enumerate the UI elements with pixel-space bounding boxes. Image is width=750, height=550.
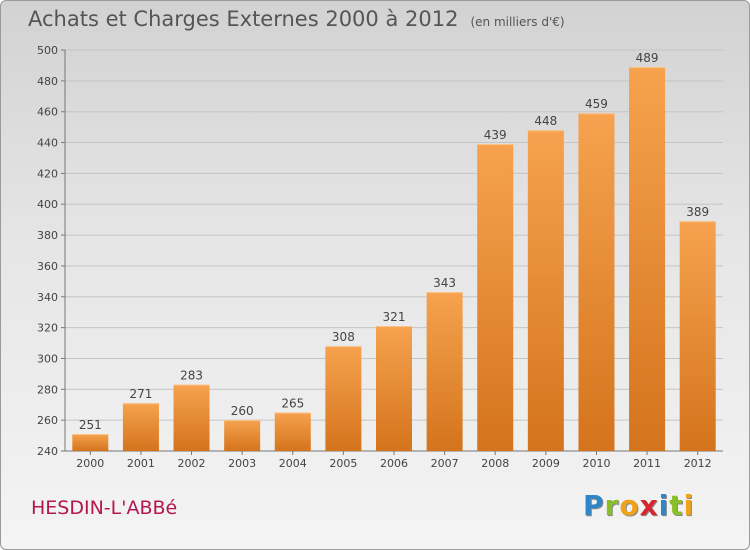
logo-letter: r xyxy=(604,489,620,522)
bar-2001 xyxy=(122,403,159,451)
value-label: 308 xyxy=(332,330,355,344)
y-tick-label: 360 xyxy=(37,260,58,273)
value-label: 321 xyxy=(383,310,406,324)
y-tick-label: 420 xyxy=(37,167,58,180)
x-tick-label: 2003 xyxy=(228,457,256,470)
value-label: 265 xyxy=(281,396,304,410)
y-tick-label: 400 xyxy=(37,198,58,211)
x-tick-label: 2010 xyxy=(582,457,610,470)
bar-2011 xyxy=(629,66,666,451)
y-tick-label: 300 xyxy=(37,352,58,365)
bars xyxy=(72,66,716,452)
data-labels: 251 271 283 260 265 308 321 343 439 448 459 489 389 xyxy=(79,51,709,432)
axes: 240 260 280 300 320 340 360 380 400 420 440 460 480 5… xyxy=(37,44,723,470)
y-tick-label: 340 xyxy=(37,291,58,304)
value-label: 448 xyxy=(534,114,557,128)
x-tick-label: 2002 xyxy=(178,457,206,470)
y-tick-label: 380 xyxy=(37,229,58,242)
bar-2009 xyxy=(527,130,564,451)
value-label: 439 xyxy=(484,128,507,142)
value-label: 343 xyxy=(433,276,456,290)
y-tick-label: 240 xyxy=(37,445,58,458)
logo-letter: i xyxy=(683,489,695,522)
y-tick-label: 480 xyxy=(37,75,58,88)
x-tick-label: 2008 xyxy=(481,457,509,470)
bar-2008 xyxy=(477,144,514,452)
logo-letter: o xyxy=(619,489,640,522)
bar-2006 xyxy=(376,326,412,451)
bar-2012 xyxy=(679,221,716,451)
x-tick-label: 2001 xyxy=(127,457,155,470)
bar-2010 xyxy=(578,113,615,451)
y-tick-label: 460 xyxy=(37,106,58,119)
x-tick-label: 2011 xyxy=(633,457,661,470)
x-tick-label: 2007 xyxy=(431,457,459,470)
value-label: 459 xyxy=(585,97,608,111)
value-label: 260 xyxy=(231,404,254,418)
bar-2007 xyxy=(426,292,463,451)
bar-2005 xyxy=(325,346,362,451)
value-label: 283 xyxy=(180,369,203,383)
y-tick-label: 440 xyxy=(37,137,58,150)
x-tick-label: 2006 xyxy=(380,457,408,470)
logo-letter: x xyxy=(639,489,659,522)
bar-2000 xyxy=(72,434,109,451)
bar-2004 xyxy=(274,412,311,451)
y-tick-label: 500 xyxy=(37,44,58,57)
y-tick-label: 260 xyxy=(37,414,58,427)
commune-name: HESDIN-L'ABBé xyxy=(31,497,178,519)
bar-2002 xyxy=(173,384,210,451)
title-unit: (en milliers d'€) xyxy=(470,15,565,29)
value-label: 251 xyxy=(79,418,102,432)
value-label: 271 xyxy=(129,387,152,401)
x-tick-label: 2012 xyxy=(684,457,712,470)
bar-2003 xyxy=(224,420,261,451)
value-label: 389 xyxy=(686,205,709,219)
value-label: 489 xyxy=(636,51,659,65)
x-tick-label: 2009 xyxy=(532,457,560,470)
logo-letter: P xyxy=(583,489,605,522)
proxiti-logo: Proxiti xyxy=(583,489,694,522)
chart-title: Achats et Charges Externes 2000 à 2012 (e… xyxy=(28,7,565,31)
logo-letter: i xyxy=(658,489,670,522)
y-tick-label: 280 xyxy=(37,383,58,396)
x-tick-label: 2000 xyxy=(76,457,104,470)
x-tick-label: 2005 xyxy=(329,457,357,470)
title-text: Achats et Charges Externes 2000 à 2012 xyxy=(28,7,459,31)
x-tick-label: 2004 xyxy=(279,457,307,470)
y-tick-label: 320 xyxy=(37,322,58,335)
logo-letter: t xyxy=(669,489,684,522)
